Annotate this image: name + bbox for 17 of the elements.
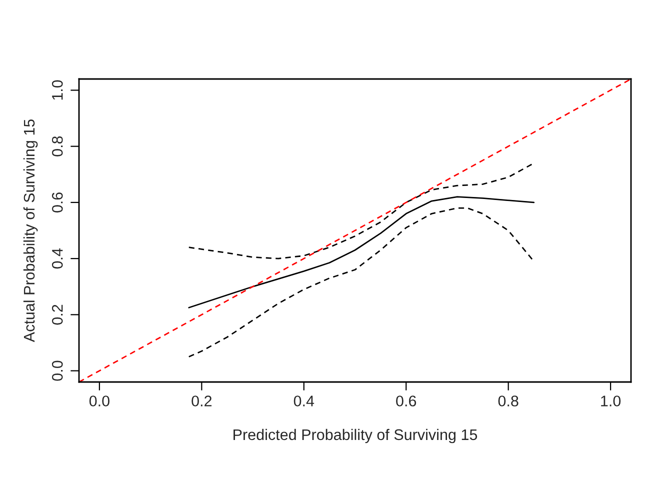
y-tick-label: 0.6 xyxy=(52,192,63,212)
y-axis-title: Actual Probability of Surviving 15 xyxy=(23,119,38,342)
y-tick-label: 0.0 xyxy=(52,360,63,381)
line-series xyxy=(188,207,535,358)
x-tick-label: 1.0 xyxy=(601,396,621,406)
y-tick-label: 0.4 xyxy=(52,248,63,269)
y-tick-label: 1.0 xyxy=(52,80,63,100)
x-tick-label: 0.8 xyxy=(498,396,518,406)
line-series xyxy=(188,196,535,308)
y-tick-label: 0.2 xyxy=(52,304,63,325)
x-axis-title: Predicted Probability of Surviving 15 xyxy=(234,428,478,444)
y-tick-label: 0.8 xyxy=(52,136,63,156)
x-tick-label: 0.2 xyxy=(192,396,212,406)
line-series xyxy=(188,162,535,260)
x-tick-label: 0.4 xyxy=(294,396,314,406)
x-tick-label: 0.0 xyxy=(89,396,110,406)
x-tick-label: 0.6 xyxy=(396,396,416,406)
